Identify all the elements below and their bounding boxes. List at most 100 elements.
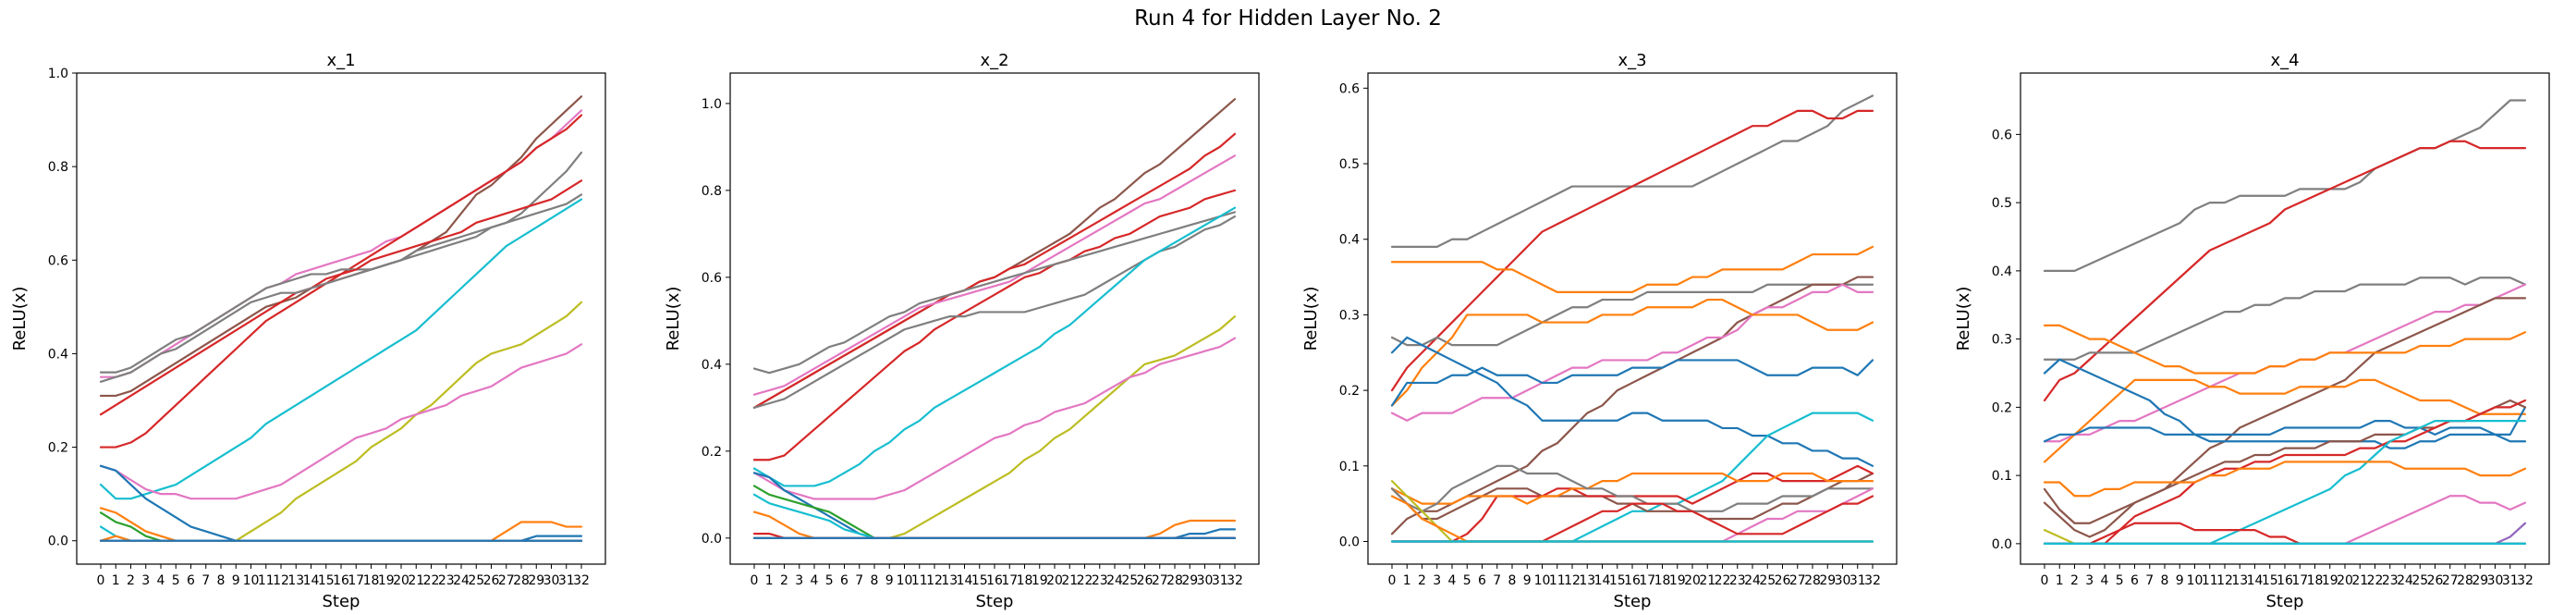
x-tick-label: 13 — [941, 573, 958, 588]
x-tick-label: 16 — [2277, 573, 2293, 588]
y-tick-label: 0.5 — [1339, 157, 1360, 172]
panel-x_3: 0 1 2 3 4 5 6 7 8 9 101112131415161718192021222324… — [1301, 51, 1898, 611]
x-tick-label: 30 — [543, 573, 560, 588]
x-tick-label: 20 — [2337, 573, 2353, 588]
x-tick-label: 9 — [2176, 573, 2184, 588]
x-tick-label: 12 — [1564, 573, 1581, 588]
x-tick-label: 15 — [1609, 573, 1626, 588]
x-tick-label: 26 — [1775, 573, 1791, 588]
series-group — [1390, 94, 1874, 543]
series-line-6 — [99, 198, 583, 500]
x-tick-label: 8 — [2161, 573, 2169, 588]
x-tick-label: 1 — [765, 573, 774, 588]
x-tick-label: 13 — [1579, 573, 1595, 588]
panel-x_4: 0 1 2 3 4 5 6 7 8 9 101112131415161718192021222324… — [1954, 51, 2550, 611]
x-tick-label: 23 — [438, 573, 455, 588]
series-group — [99, 95, 583, 542]
series-line-4 — [2043, 297, 2527, 524]
x-tick-label: 22 — [2367, 573, 2384, 588]
x-tick-label: 18 — [1017, 573, 1033, 588]
x-tick-label: 25 — [468, 573, 484, 588]
series-line-7 — [99, 301, 583, 542]
x-tick-label: 5 — [2116, 573, 2124, 588]
series-line-6 — [752, 206, 1237, 487]
x-tick-label: 27 — [1152, 573, 1168, 588]
x-tick-label: 11 — [2202, 573, 2218, 588]
x-tick-label: 3 — [141, 573, 150, 588]
x-tick-label: 3 — [1433, 573, 1441, 588]
x-tick-label: 26 — [2427, 573, 2444, 588]
x-tick-label: 32 — [1864, 573, 1881, 588]
x-tick-label: 32 — [2517, 573, 2533, 588]
y-tick-label: 0.4 — [1339, 233, 1360, 248]
panel-title: x_1 — [326, 51, 355, 70]
y-tick-label: 0.6 — [702, 271, 722, 286]
x-tick-label: 31 — [558, 573, 575, 588]
x-tick-label: 22 — [1715, 573, 1731, 588]
series-line-0 — [1390, 94, 1874, 248]
panel-title: x_2 — [980, 51, 1008, 70]
series-line-11 — [99, 507, 583, 542]
x-tick-label: 18 — [1654, 573, 1671, 588]
x-tick-label: 22 — [423, 573, 440, 588]
x-tick-label: 0 — [97, 573, 105, 588]
series-line-14 — [2043, 522, 2527, 545]
y-tick-label: 0.4 — [48, 347, 68, 362]
x-tick-label: 32 — [1227, 573, 1243, 588]
x-tick-label: 29 — [1181, 573, 1198, 588]
x-tick-label: 19 — [378, 573, 395, 588]
y-axis-label: ReLU(x) — [1954, 287, 1973, 351]
y-tick-label: 1.0 — [702, 97, 722, 112]
axes-frame — [1367, 72, 1898, 565]
x-tick-label: 10 — [243, 573, 260, 588]
x-tick-label: 11 — [1549, 573, 1566, 588]
series-line-8 — [99, 343, 583, 500]
x-tick-label: 29 — [2472, 573, 2488, 588]
series-group — [2043, 99, 2527, 545]
x-tick-label: 11 — [911, 573, 928, 588]
y-tick-label: 0.8 — [702, 184, 722, 199]
x-tick-label: 24 — [2397, 573, 2413, 588]
x-tick-label: 30 — [2487, 573, 2504, 588]
y-tick-label: 0.8 — [48, 160, 68, 175]
x-tick-label: 21 — [1061, 573, 1078, 588]
y-tick-label: 0.2 — [1339, 384, 1360, 399]
x-tick-label: 14 — [957, 573, 973, 588]
x-tick-label: 17 — [2291, 573, 2308, 588]
series-line-10 — [2043, 399, 2527, 545]
series-line-6 — [1390, 298, 1874, 407]
x-tick-label: 7 — [1493, 573, 1501, 588]
x-axis-label: Step — [323, 592, 360, 611]
series-line-5 — [1390, 283, 1874, 422]
x-tick-label: 16 — [1624, 573, 1641, 588]
x-tick-label: 5 — [825, 573, 834, 588]
series-line-13 — [752, 510, 1237, 539]
x-tick-label: 20 — [1684, 573, 1701, 588]
y-tick-label: 0.2 — [702, 445, 722, 460]
x-tick-label: 8 — [871, 573, 879, 588]
series-line-9 — [1390, 412, 1874, 543]
x-tick-label: 18 — [2307, 573, 2324, 588]
y-tick-label: 0.1 — [1992, 469, 2012, 484]
x-tick-label: 23 — [1092, 573, 1108, 588]
y-axis-label: ReLU(x) — [1301, 287, 1321, 351]
x-tick-label: 32 — [573, 573, 590, 588]
series-line-4 — [99, 179, 583, 449]
x-tick-label: 6 — [840, 573, 848, 588]
x-tick-label: 10 — [1534, 573, 1551, 588]
x-tick-label: 31 — [1212, 573, 1228, 588]
series-line-2 — [99, 114, 583, 416]
x-tick-label: 14 — [1594, 573, 1611, 588]
x-tick-label: 24 — [1106, 573, 1123, 588]
series-line-4 — [1390, 276, 1874, 535]
x-tick-label: 5 — [172, 573, 180, 588]
series-line-1 — [1390, 109, 1874, 392]
series-line-12 — [99, 511, 583, 542]
x-tick-label: 3 — [2085, 573, 2094, 588]
x-tick-label: 7 — [2145, 573, 2154, 588]
x-tick-label: 22 — [1077, 573, 1093, 588]
panel-x_1: 0 1 2 3 4 5 6 7 8 9 101112131415161718192021222324… — [10, 51, 606, 611]
x-tick-label: 2 — [2070, 573, 2079, 588]
x-tick-label: 28 — [1804, 573, 1821, 588]
